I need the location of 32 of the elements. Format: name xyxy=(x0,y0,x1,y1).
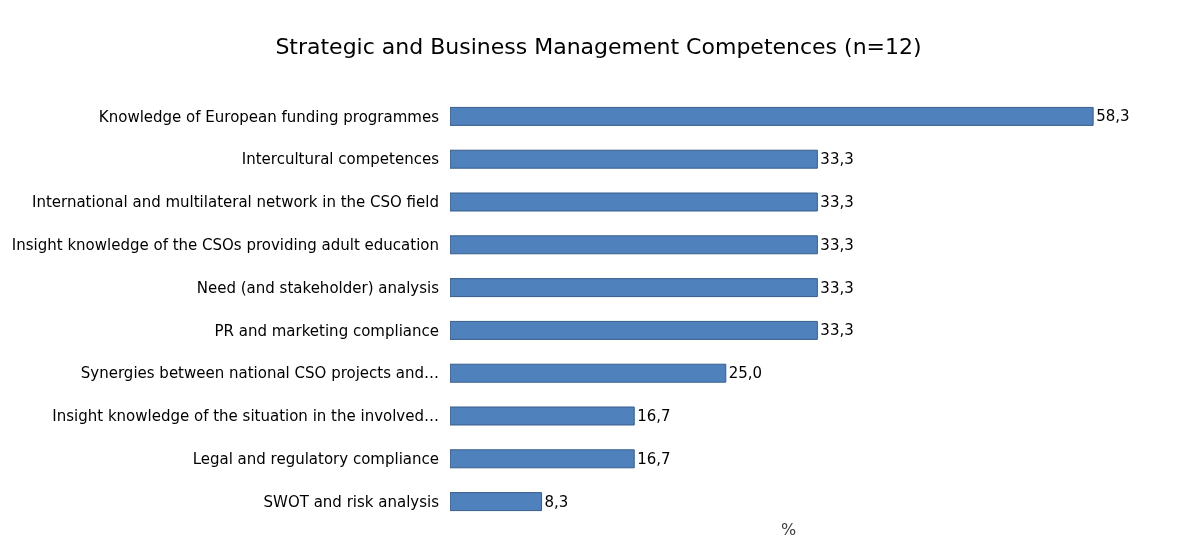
y-tick-label: Need (and stakeholder) analysis xyxy=(196,278,440,297)
y-tick-label: PR and marketing compliance xyxy=(214,321,439,340)
data-label: 16,7 xyxy=(637,406,671,425)
data-label: 8,3 xyxy=(544,492,569,511)
y-tick-label: Knowledge of European funding programmes xyxy=(98,107,440,126)
data-label: 33,3 xyxy=(820,150,854,169)
bar xyxy=(450,363,727,383)
data-label: 16,7 xyxy=(637,449,671,468)
bar xyxy=(450,192,818,212)
chart-title: Strategic and Business Management Competences (n=12) xyxy=(275,33,922,59)
data-label: 33,3 xyxy=(820,278,854,297)
data-label: 33,3 xyxy=(820,192,854,211)
y-tick-label: Legal and regulatory compliance xyxy=(192,450,439,469)
data-label: 33,3 xyxy=(820,321,854,340)
bar xyxy=(450,492,543,512)
data-label: 33,3 xyxy=(820,235,854,254)
bar xyxy=(450,235,818,255)
bar xyxy=(450,320,818,340)
x-axis-title: % xyxy=(780,519,797,539)
bar xyxy=(450,149,818,169)
y-tick-label: Intercultural competences xyxy=(241,150,440,169)
y-tick-label: International and multilateral network in the CSO field xyxy=(31,193,439,212)
bar xyxy=(450,278,818,298)
y-tick-label: Insight knowledge of the situation in the involved… xyxy=(52,407,439,426)
bar xyxy=(450,106,1094,126)
y-tick-label: Synergies between national CSO projects and… xyxy=(80,364,439,383)
y-tick-label: SWOT and risk analysis xyxy=(263,492,440,511)
bar xyxy=(450,406,635,426)
y-tick-label: Insight knowledge of the CSOs providing adult education xyxy=(11,236,439,255)
data-label: 58,3 xyxy=(1096,107,1130,126)
bar xyxy=(450,449,635,469)
data-label: 25,0 xyxy=(728,364,763,383)
